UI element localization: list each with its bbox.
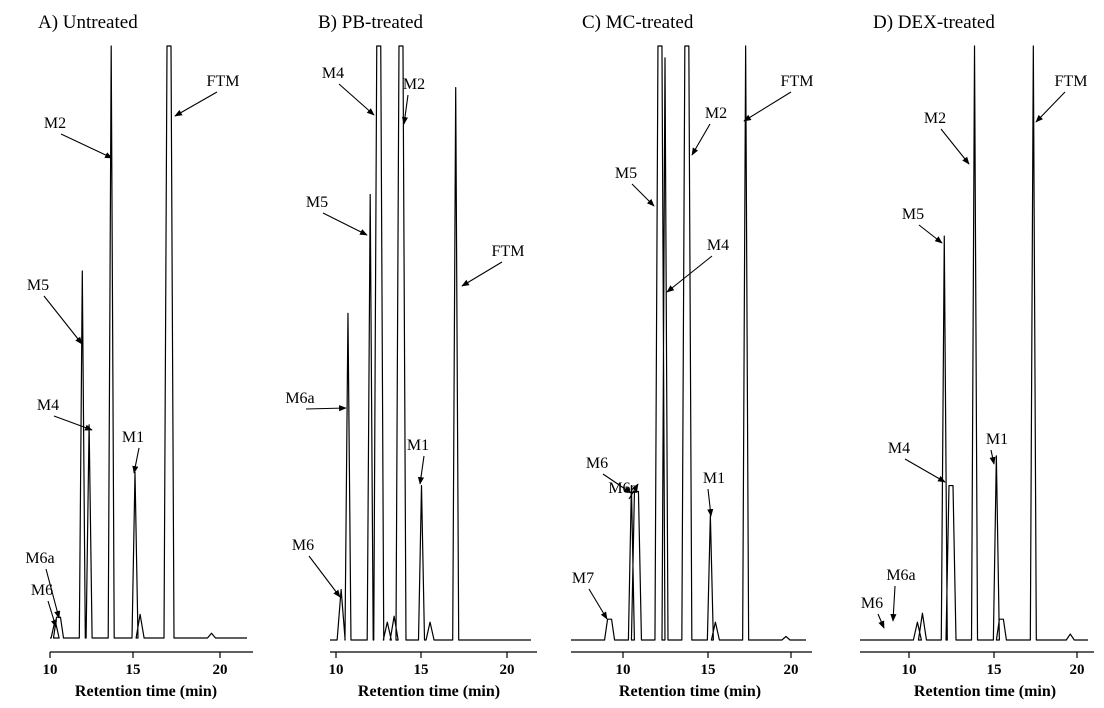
peak-arrow	[904, 458, 946, 483]
peak-arrow	[461, 261, 503, 287]
peak-arrow	[43, 295, 83, 345]
peak-label-m6: M6	[861, 595, 883, 612]
peak-label-m4: M4	[322, 65, 344, 82]
peak-label-m1: M1	[703, 470, 725, 487]
peak-label-m6: M6	[586, 455, 608, 472]
peak-label-m6a: M6a	[25, 550, 54, 567]
x-tick-label: 15	[126, 662, 141, 678]
peak-arrow	[338, 83, 375, 116]
peak-arrow	[890, 585, 897, 622]
peak-arrow	[877, 613, 885, 629]
chart-panel-3: C) MC-treated 10 15 20 Retention time (min) M…	[571, 12, 813, 700]
peak-arrow	[53, 415, 93, 431]
peak-arrow	[174, 91, 218, 117]
panel-title: B) PB-treated	[318, 12, 424, 33]
panel-title: A) Untreated	[38, 12, 138, 33]
peak-label-m6a: M6a	[886, 567, 915, 584]
panel-title: D) DEX-treated	[873, 12, 995, 33]
peak-label-m5: M5	[902, 206, 924, 223]
peak-arrow	[743, 91, 792, 122]
peak-arrow	[940, 128, 970, 165]
peak-arrow	[628, 483, 639, 500]
chart-panel-1: A) Untreated 10 15 20 Retention time (min) M6…	[25, 12, 253, 700]
x-tick-label: 20	[1070, 662, 1085, 678]
x-tick-label: 15	[414, 662, 429, 678]
peak-label-m4: M4	[888, 440, 910, 457]
peak-label-m4: M4	[37, 397, 59, 414]
peak-arrow	[691, 123, 711, 156]
peak-arrow	[401, 94, 409, 125]
peak-label-ftm: FTM	[492, 243, 525, 260]
x-axis-label: Retention time (min)	[75, 683, 217, 700]
peak-label-m5: M5	[306, 194, 328, 211]
peak-arrow	[305, 405, 347, 412]
peak-label-m6a: M6a	[608, 480, 637, 497]
peak-label-m6a: M6a	[285, 390, 314, 407]
chart-panel-4: D) DEX-treated 10 15 20 Retention time (min)…	[860, 12, 1094, 700]
peak-arrow	[918, 224, 943, 244]
peak-arrow	[989, 449, 996, 465]
peak-arrow	[47, 600, 57, 628]
panel-title: C) MC-treated	[582, 12, 694, 33]
peak-label-m7: M7	[572, 570, 594, 587]
peak-arrow	[666, 255, 713, 293]
peak-arrow	[132, 447, 140, 474]
x-tick-label: 20	[784, 662, 799, 678]
peak-arrow	[631, 183, 655, 207]
peak-label-ftm: FTM	[207, 73, 240, 90]
x-tick-label: 10	[902, 662, 917, 678]
peak-label-ftm: FTM	[781, 73, 814, 90]
peak-label-m1: M1	[986, 431, 1008, 448]
peak-label-m5: M5	[615, 165, 637, 182]
peak-label-m5: M5	[27, 277, 49, 294]
chromatogram-trace	[330, 45, 531, 641]
peak-label-m2: M2	[924, 110, 946, 127]
peak-label-m6: M6	[31, 582, 53, 599]
peak-label-m2: M2	[705, 105, 727, 122]
peak-arrow	[45, 568, 61, 619]
x-tick-label: 10	[616, 662, 631, 678]
peak-arrow	[602, 473, 632, 494]
x-axis-label: Retention time (min)	[914, 683, 1056, 700]
peak-label-ftm: FTM	[1055, 73, 1088, 90]
x-tick-label: 10	[329, 662, 344, 678]
peak-arrow	[1035, 91, 1066, 123]
peak-arrow	[417, 455, 425, 485]
peak-label-m1: M1	[407, 437, 429, 454]
x-tick-label: 15	[701, 662, 716, 678]
chromatogram-trace	[860, 45, 1088, 641]
peak-label-m1: M1	[122, 429, 144, 446]
peak-arrow	[588, 588, 608, 620]
x-axis-label: Retention time (min)	[619, 683, 761, 700]
x-tick-label: 15	[987, 662, 1002, 678]
peak-label-m2: M2	[44, 115, 66, 132]
peak-arrow	[60, 133, 113, 159]
x-tick-label: 20	[500, 662, 515, 678]
peak-arrow	[308, 555, 341, 598]
chromatogram-trace	[50, 45, 247, 639]
peak-label-m2: M2	[403, 76, 425, 93]
peak-arrow	[322, 212, 368, 236]
chromatogram-trace	[571, 45, 806, 641]
x-axis-label: Retention time (min)	[358, 683, 500, 700]
peak-arrow	[707, 488, 714, 517]
x-tick-label: 20	[213, 662, 228, 678]
peak-label-m4: M4	[707, 237, 729, 254]
peak-label-m6: M6	[292, 537, 314, 554]
x-tick-label: 10	[43, 662, 58, 678]
